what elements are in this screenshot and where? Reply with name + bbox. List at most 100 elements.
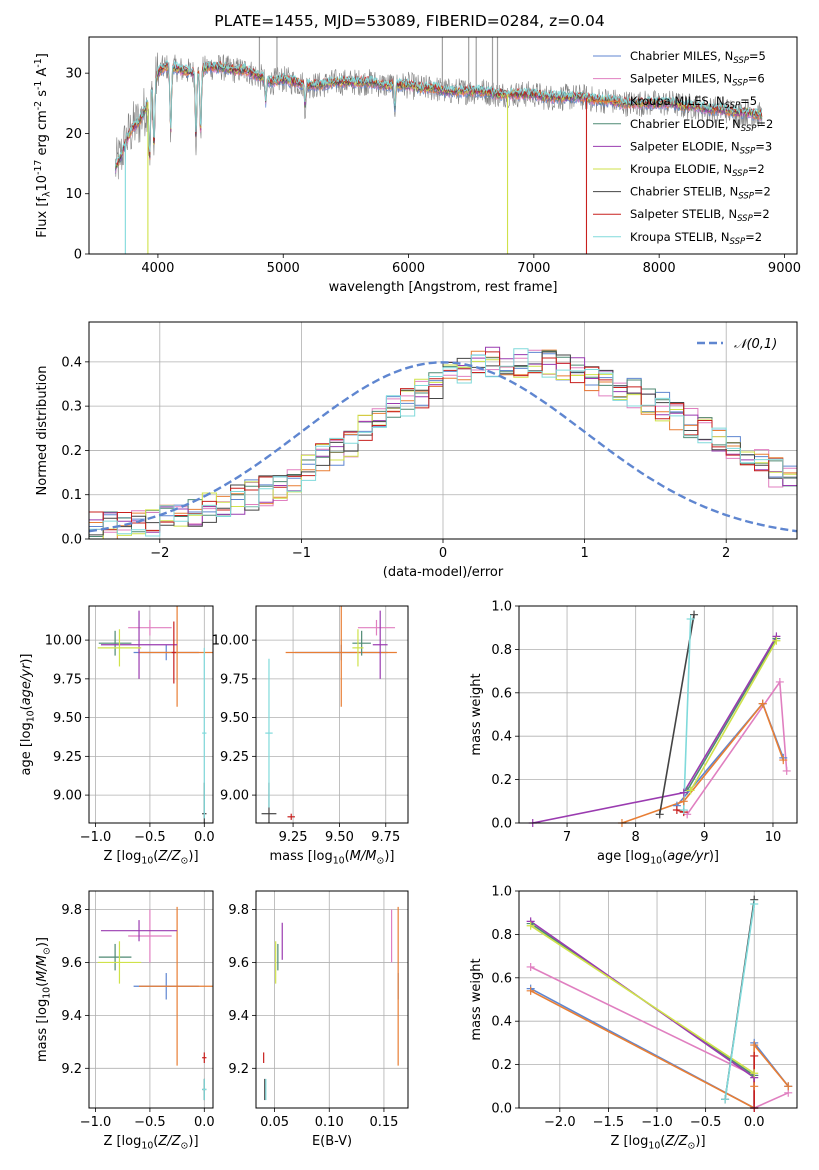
- x-tick-label: 5000: [267, 261, 300, 276]
- histogram-7: [89, 351, 797, 531]
- y-tick-label: 0.2: [491, 773, 512, 788]
- y-tick-label: 9.8: [228, 903, 249, 918]
- y-axis-label: mass weight: [469, 958, 484, 1040]
- weight-marker: [775, 677, 784, 686]
- axes-mass-vs-Z: −1.0 −0.5 0.0 9.2 9.4 9.6 9.8 Z [log10​(Z/Z⊙​)]…: [35, 890, 215, 1151]
- y-tick-label: 9.75: [53, 672, 82, 687]
- y-tick-label: 9.4: [228, 1009, 249, 1024]
- data-spectrum: [115, 52, 763, 180]
- x-tick-label: −1: [292, 546, 311, 561]
- weight-marker: [772, 636, 781, 645]
- plot-area: [89, 346, 797, 539]
- y-tick-label: 0.8: [491, 928, 512, 943]
- x-axis-label: E(B-V): [312, 1134, 352, 1149]
- y-tick-label: 0.4: [491, 1015, 512, 1030]
- model-spectrum-8: [114, 60, 763, 167]
- weight-marker: [779, 756, 788, 765]
- y-tick-label: 0.0: [491, 817, 512, 832]
- x-tick-label: 7: [563, 830, 571, 845]
- axes-frame: [88, 605, 214, 824]
- x-tick-label: 8: [632, 830, 640, 845]
- x-tick-label: −1.0: [80, 1115, 112, 1130]
- plot-area: [263, 906, 399, 1101]
- weight-line-4: [530, 920, 756, 1108]
- weight-marker: [750, 900, 759, 909]
- y-tick-label: 0.8: [491, 643, 512, 658]
- axes-residuals: −2 −1 0 1 2 0.0 0.1 0.2 0.3 0.4 (data-model)/error…: [35, 321, 798, 580]
- y-tick-label: 9.4: [61, 1009, 82, 1024]
- x-tick-label: 1: [580, 546, 588, 561]
- y-tick-label: 9.6: [61, 956, 82, 971]
- plot-area: [532, 614, 788, 823]
- x-tick-label: 0.15: [369, 1115, 398, 1130]
- y-tick-label: 9.50: [220, 711, 249, 726]
- x-tick-label: 8000: [643, 261, 676, 276]
- x-axis-label: age [log10​(age/yr)]: [597, 849, 719, 866]
- legend-label: Kroupa STELIB, NSSP=2: [630, 230, 762, 247]
- x-axis-label: (data-model)/error: [383, 565, 504, 580]
- weight-line-5: [689, 640, 778, 791]
- y-tick-label: 10.00: [212, 634, 249, 649]
- y-tick-label: 0.3: [61, 400, 82, 415]
- weight-marker: [686, 786, 695, 795]
- weight-line-0: [530, 987, 789, 1108]
- weight-marker: [750, 1069, 759, 1078]
- x-tick-label: 0: [439, 546, 447, 561]
- x-tick-label: 9: [700, 830, 708, 845]
- weight-line-8: [724, 903, 755, 1100]
- weight-marker: [690, 610, 699, 619]
- y-tick-label: 0.2: [491, 1058, 512, 1073]
- y-tick-label: 0.1: [61, 488, 82, 503]
- x-axis-label: wavelength [Angstrom, rest frame]: [329, 280, 558, 295]
- weight-marker: [686, 615, 695, 624]
- axes-frame: [255, 890, 409, 1109]
- x-tick-label: 9000: [768, 261, 801, 276]
- legend: Chabrier MILES, NSSP=5 Salpeter MILES, NS…: [593, 49, 773, 247]
- y-tick-label: 0.0: [491, 1102, 512, 1117]
- x-tick-label: −2: [150, 546, 169, 561]
- y-tick-label: 9.75: [220, 672, 249, 687]
- weight-marker: [750, 1051, 759, 1060]
- axes-frame: [255, 605, 409, 824]
- x-tick-label: 0.0: [744, 1115, 765, 1130]
- y-axis-label: Normed distribution: [35, 366, 50, 496]
- y-axis-label: mass [log10​(M/M⊙​)]: [35, 937, 52, 1062]
- x-tick-label: 0.0: [194, 830, 215, 845]
- y-tick-label: 9.8: [61, 903, 82, 918]
- weight-marker: [750, 1041, 759, 1050]
- legend-label: Kroupa ELODIE, NSSP=2: [630, 162, 765, 179]
- legend: 𝒩(0,1): [697, 337, 777, 352]
- histogram-8: [89, 348, 797, 537]
- y-tick-label: 9.25: [220, 750, 249, 765]
- legend-label: Chabrier STELIB, NSSP=2: [630, 185, 771, 202]
- y-tick-label: 9.2: [228, 1062, 249, 1077]
- legend-label: Salpeter STELIB, NSSP=2: [630, 207, 770, 224]
- y-tick-label: 9.50: [53, 711, 82, 726]
- legend-label: 𝒩(0,1): [734, 337, 777, 352]
- x-tick-label: −0.5: [134, 830, 166, 845]
- axes-frame: [88, 321, 798, 540]
- weight-marker: [679, 805, 688, 814]
- x-tick-label: 2: [722, 546, 730, 561]
- plot-area: [530, 899, 789, 1108]
- x-tick-label: 4000: [141, 261, 174, 276]
- weight-marker: [679, 788, 688, 797]
- y-tick-label: 20: [65, 127, 82, 142]
- y-tick-label: 1.0: [491, 885, 512, 900]
- y-tick-label: 9.25: [53, 750, 82, 765]
- y-tick-label: 9.6: [228, 956, 249, 971]
- x-tick-label: 9.50: [325, 830, 354, 845]
- weight-marker: [782, 766, 791, 775]
- x-tick-label: −1.5: [593, 1115, 625, 1130]
- weight-line-2: [621, 701, 785, 823]
- histogram-6: [89, 351, 797, 536]
- axes-weight-vs-age: 7 8 9 10 0.0 0.2 0.4 0.6 0.8 1.0 age [log10​(age/y…: [469, 600, 798, 866]
- x-tick-label: 0.05: [260, 1115, 289, 1130]
- axes-frame: [88, 36, 798, 255]
- axes-frame: [518, 890, 798, 1109]
- x-tick-label: 0.10: [315, 1115, 344, 1130]
- weight-line-8: [682, 618, 692, 811]
- y-tick-label: 10.00: [45, 634, 82, 649]
- model-spectrum-7: [114, 61, 763, 166]
- y-axis-label: age [log10​(age/yr)]: [19, 653, 36, 775]
